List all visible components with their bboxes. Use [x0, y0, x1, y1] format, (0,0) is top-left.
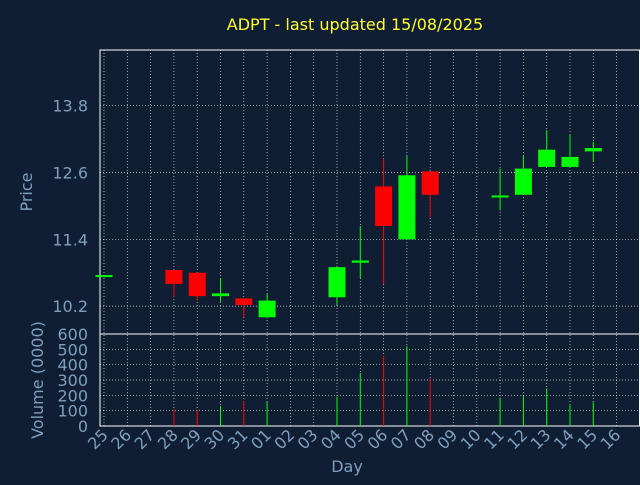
candle-body [491, 195, 509, 198]
volume-tick-label: 500 [57, 340, 88, 359]
candle-body [584, 148, 602, 152]
candle-body [212, 293, 229, 297]
candle-body [95, 275, 113, 278]
volume-tick-label: 100 [57, 402, 88, 421]
candle-body [188, 272, 206, 297]
volume-tick-label: 600 [57, 325, 88, 344]
candle-body [375, 186, 393, 226]
candle-body [235, 298, 253, 306]
volume-axis-label: Volume (0000) [28, 321, 47, 439]
price-tick-label: 12.6 [52, 164, 88, 183]
price-tick-label: 10.2 [52, 297, 88, 316]
volume-tick-label: 0 [78, 417, 88, 436]
candle-body [538, 149, 556, 167]
volume-tick-label: 300 [57, 371, 88, 390]
candle-body [421, 171, 439, 195]
x-axis-label: Day [331, 457, 363, 476]
candle-body [165, 269, 183, 284]
chart-title: ADPT - last updated 15/08/2025 [227, 15, 483, 34]
price-panel-frame [99, 49, 640, 335]
price-tick-label: 11.4 [52, 230, 88, 249]
candle-body [561, 156, 579, 167]
volume-panel-frame [99, 333, 640, 427]
volume-tick-label: 200 [57, 386, 88, 405]
volume-tick-label: 400 [57, 356, 88, 375]
x-tick-label: 16 [597, 425, 625, 453]
candle-body [514, 168, 532, 195]
x-tick-labels: 2526272829303101020304050607080910111213… [84, 425, 624, 453]
candle-body [328, 267, 346, 298]
price-axis-label: Price [17, 172, 36, 211]
candle-body [351, 260, 369, 263]
candle-body [398, 175, 416, 240]
price-panel: 10.2 11.4 12.6 13.8 [52, 49, 640, 426]
candle-body [258, 300, 276, 318]
price-tick-label: 13.8 [52, 97, 88, 116]
